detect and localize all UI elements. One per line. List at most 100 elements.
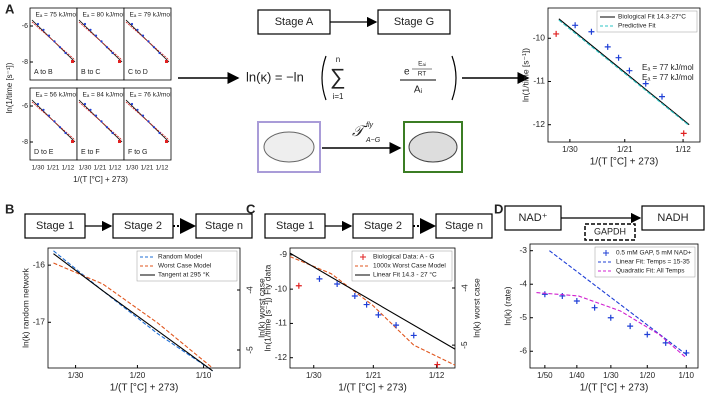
stage-box	[257, 9, 331, 35]
y2-tick-label: -4	[244, 286, 254, 294]
label: Stage 1	[36, 220, 74, 232]
point	[64, 131, 67, 135]
stage-box	[377, 9, 451, 35]
stage-box	[641, 205, 705, 231]
point	[615, 54, 622, 61]
label: -6	[22, 23, 28, 30]
point	[541, 291, 548, 298]
point	[662, 339, 669, 346]
point	[410, 332, 417, 339]
y-label: ln(k) random network	[20, 267, 30, 348]
label: Stage 1	[276, 220, 314, 232]
series-line	[53, 253, 213, 372]
label: Eₐ = 79 kJ/mol	[130, 12, 173, 19]
legend-entry: Predictive Fit	[618, 23, 656, 30]
point	[47, 114, 51, 117]
x-tick-label: 1/21	[366, 371, 382, 380]
label: Eₐᵢ	[418, 61, 426, 68]
y2-tick-label: -5	[244, 346, 254, 354]
label: Stage n	[205, 220, 243, 232]
y-tick-label: -17	[33, 317, 46, 327]
point	[363, 301, 370, 308]
point	[130, 102, 134, 106]
label: Eₐ = 75 kJ/mol	[36, 12, 79, 19]
x-tick-label: 1/50	[537, 371, 553, 380]
label: F to G	[128, 149, 147, 156]
series-line	[53, 262, 213, 369]
label: -8	[22, 59, 28, 66]
point	[158, 131, 161, 135]
stage-box	[504, 205, 562, 231]
label: A to B	[34, 69, 53, 76]
point	[158, 51, 161, 55]
equation: ln(κ) = −ln	[246, 69, 304, 84]
point	[165, 60, 168, 63]
series-line	[549, 250, 687, 356]
x-tick-label: 1/20	[639, 371, 655, 380]
label: i=1	[333, 92, 344, 101]
label: fly	[366, 122, 374, 129]
label: 1/30	[32, 165, 45, 172]
point	[130, 22, 134, 26]
label: e	[404, 67, 410, 78]
point	[147, 120, 150, 123]
point	[334, 281, 341, 287]
legend-box	[136, 250, 238, 282]
point	[642, 80, 649, 87]
point	[100, 120, 103, 123]
legend-swatch	[603, 250, 609, 256]
embryo-image	[408, 131, 458, 163]
label: C to D	[128, 69, 148, 76]
point	[295, 282, 302, 289]
y-tick-label: -6	[519, 345, 527, 355]
label: D to E	[34, 149, 54, 156]
legend-entry: Linear Fit: Temps = 15-35	[616, 259, 690, 266]
y2-label: ln(k) worst case	[256, 278, 266, 338]
y2-tick-label: -5	[459, 341, 469, 349]
legend-box	[596, 10, 698, 33]
label: Stage n	[445, 220, 483, 232]
paren	[451, 55, 457, 101]
y2-tick-label: -4	[459, 284, 469, 292]
y-label: ln(1/time [s⁻¹]) Fly data	[262, 264, 272, 351]
label: 1/21	[94, 165, 107, 172]
label: 1/(T [°C] + 273)	[73, 175, 128, 184]
subplot-frame	[29, 87, 78, 161]
label: GAPDH	[594, 226, 626, 236]
label: 1/21	[47, 165, 60, 172]
x-tick-label: 1/30	[306, 371, 322, 380]
enzyme-box	[584, 223, 636, 241]
x-tick-label: 1/12	[429, 371, 445, 380]
point	[141, 34, 145, 37]
point	[58, 46, 62, 49]
point	[94, 114, 98, 117]
y-tick-label: -11	[533, 76, 545, 86]
label: A−G	[365, 137, 381, 144]
y-tick-label: -11	[275, 318, 287, 328]
point	[36, 22, 40, 26]
subplot-frame	[123, 87, 172, 161]
series-line	[536, 292, 687, 359]
legend-box	[594, 246, 696, 278]
panel-label: C	[246, 201, 256, 216]
point	[627, 323, 634, 330]
point	[136, 28, 139, 31]
point	[71, 60, 74, 63]
x-tick-label: 1/21	[617, 145, 633, 154]
point	[147, 40, 150, 43]
legend-entry: Quadratic Fit: All Temps	[616, 268, 685, 275]
y-tick-label: -10	[533, 33, 546, 43]
point	[118, 60, 121, 63]
annotation: Eₐ = 77 kJ/mol	[642, 73, 694, 82]
series-line	[558, 18, 690, 126]
y-tick-label: -3	[519, 245, 527, 255]
point	[607, 314, 614, 321]
x-tick-label: 1/30	[603, 371, 619, 380]
point	[141, 114, 145, 117]
subplot-frame	[76, 87, 125, 161]
label: Stage 2	[364, 220, 402, 232]
point	[47, 34, 51, 37]
x-tick-label: 1/10	[196, 371, 212, 380]
point	[588, 28, 595, 35]
point	[152, 46, 156, 49]
